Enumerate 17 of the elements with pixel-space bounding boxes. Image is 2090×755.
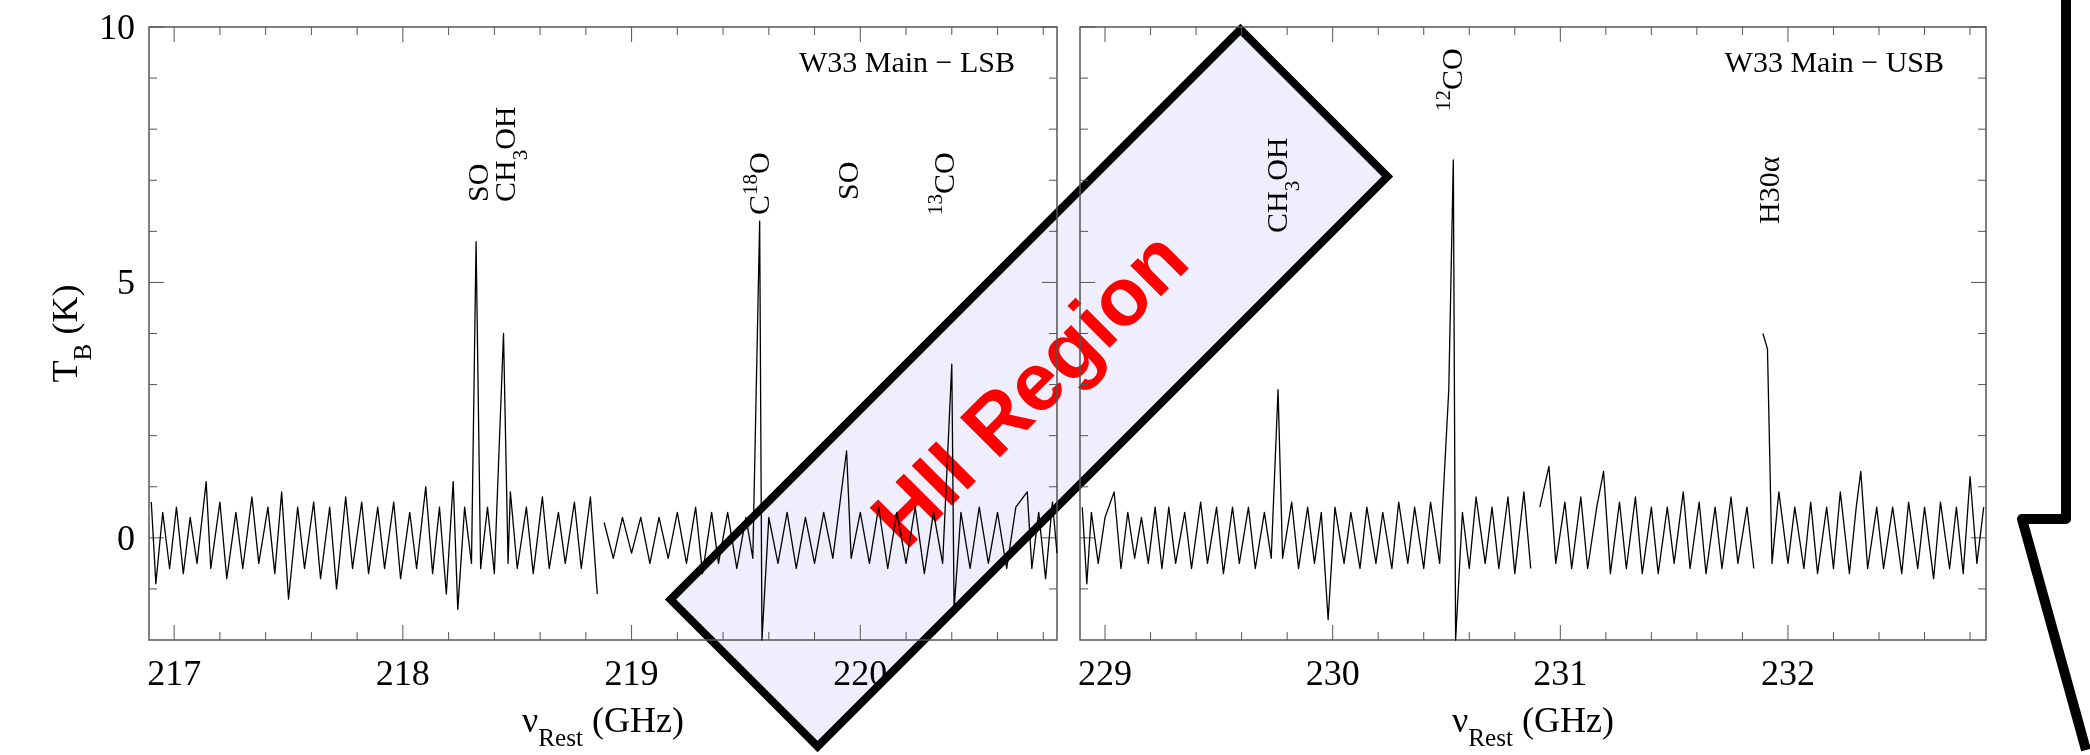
x-axis-title: ν$_{Rest}$ (GHz) — [521, 700, 685, 751]
annotation: SO — [461, 163, 494, 202]
y-tick-label: 0 — [117, 517, 135, 558]
x-tick-label: 218 — [375, 653, 430, 693]
text: W33 Main − LSB — [798, 45, 1015, 78]
x-axis-title: ν$_{Rest}$ (GHz) — [1451, 700, 1615, 751]
x-tick-label: 219 — [604, 653, 659, 693]
x-tick-label: 230 — [1305, 653, 1360, 693]
text: W33 Main − USB — [1724, 45, 1944, 78]
annotation: SO — [831, 161, 864, 200]
annotation: H30α — [1752, 156, 1785, 224]
x-tick-label: 229 — [1078, 653, 1133, 693]
x-tick-label: 217 — [147, 653, 202, 693]
y-tick-label: 10 — [99, 7, 135, 47]
x-tick-label: 231 — [1533, 653, 1588, 693]
y-tick-label: 5 — [117, 262, 135, 303]
x-tick-label: 232 — [1760, 653, 1815, 693]
